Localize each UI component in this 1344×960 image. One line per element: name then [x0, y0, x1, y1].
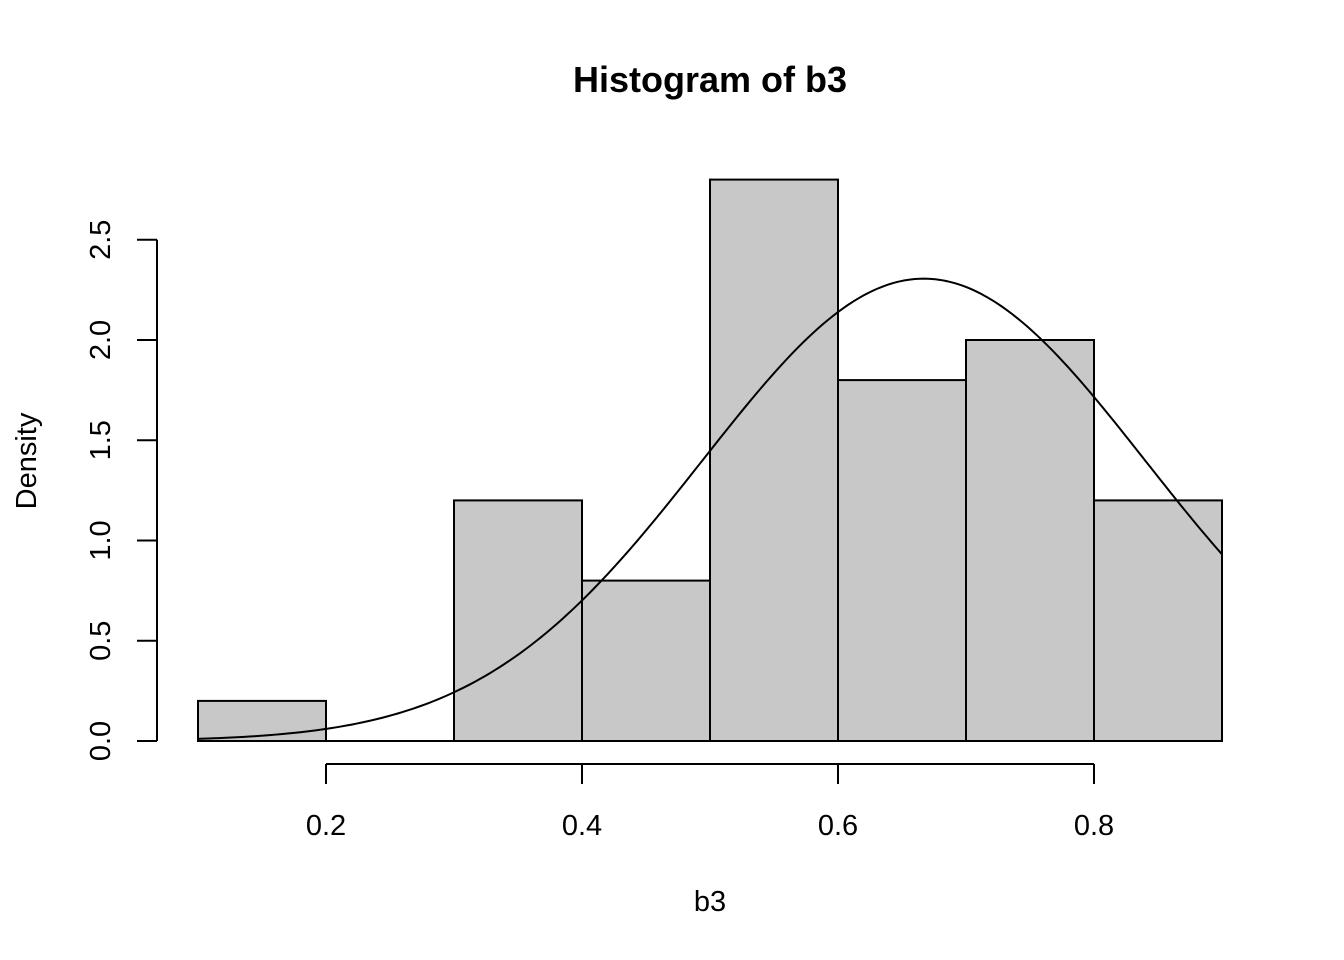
y-tick-label: 0.0 [85, 721, 117, 761]
histogram-bar [709, 178, 839, 743]
histogram-bar [1093, 499, 1223, 742]
y-tick-label: 2.0 [85, 320, 117, 360]
y-tick-label: 2.5 [85, 220, 117, 260]
density-curve [197, 277, 1223, 740]
y-tick-label: 0.5 [85, 621, 117, 661]
histogram-bar [965, 339, 1095, 742]
y-axis-label: Density [11, 412, 43, 509]
histogram-bar [837, 379, 967, 742]
chart-title: Histogram of b3 [573, 59, 847, 100]
x-tick-label: 0.2 [306, 810, 346, 842]
x-tick-label: 0.4 [562, 810, 602, 842]
x-axis-label: b3 [694, 886, 726, 918]
x-tick-label: 0.6 [818, 810, 858, 842]
y-tick-label: 1.5 [85, 420, 117, 460]
histogram-bar [581, 579, 711, 742]
x-tick-label: 0.8 [1074, 810, 1114, 842]
histogram-bar [453, 499, 583, 742]
y-tick-label: 1.0 [85, 520, 117, 560]
y-axis: 0.0 0.5 1.0 1.5 2.0 2.5 [85, 220, 158, 761]
x-axis: 0.2 0.4 0.6 0.8 [306, 763, 1114, 842]
bars-group [197, 178, 1223, 743]
histogram-bar [197, 699, 327, 743]
